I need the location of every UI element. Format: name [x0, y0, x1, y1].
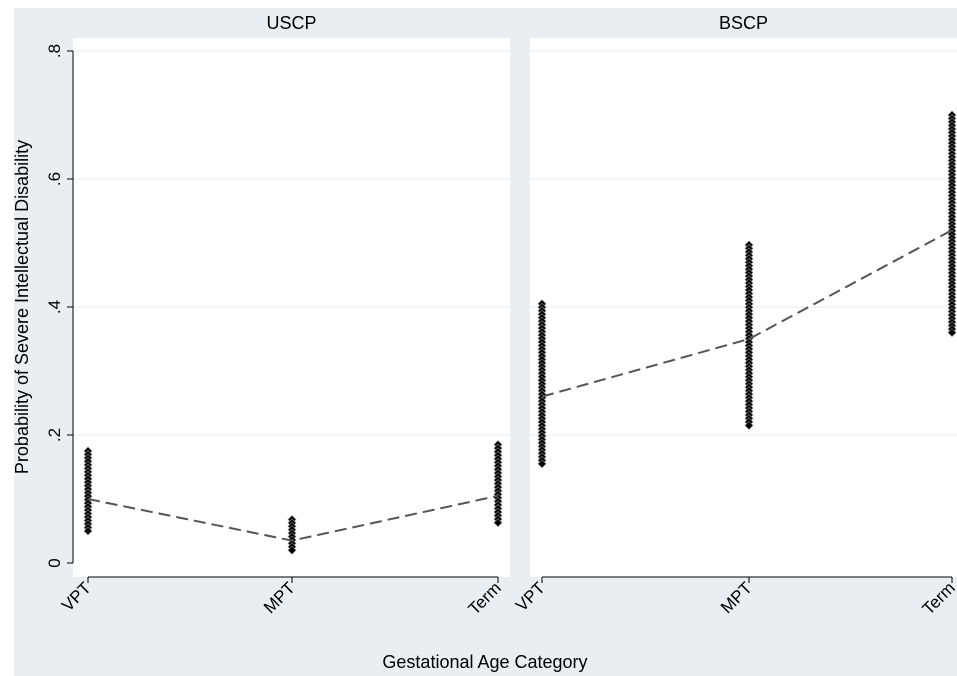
trend-line: [541, 229, 953, 398]
x-axis-title: Gestational Age Category: [382, 652, 587, 672]
data-point: [83, 526, 93, 536]
panel-title: BSCP: [719, 13, 768, 33]
y-tick-label: 0: [45, 558, 64, 567]
y-tick-label: .4: [45, 300, 64, 314]
data-point: [744, 420, 754, 430]
data-point: [537, 459, 547, 469]
y-tick-label: .2: [45, 428, 64, 442]
panel-strip: [530, 8, 957, 37]
data-point: [493, 518, 503, 528]
trend-line: [87, 494, 499, 542]
y-axis-title: Probability of Severe Intellectual Disab…: [12, 140, 32, 474]
panel-title: USCP: [266, 13, 316, 33]
data-point: [287, 545, 297, 555]
data-point: [947, 328, 957, 338]
panel-strip: [73, 8, 510, 37]
y-tick-label: .6: [45, 172, 64, 186]
y-tick-label: .8: [45, 44, 64, 58]
